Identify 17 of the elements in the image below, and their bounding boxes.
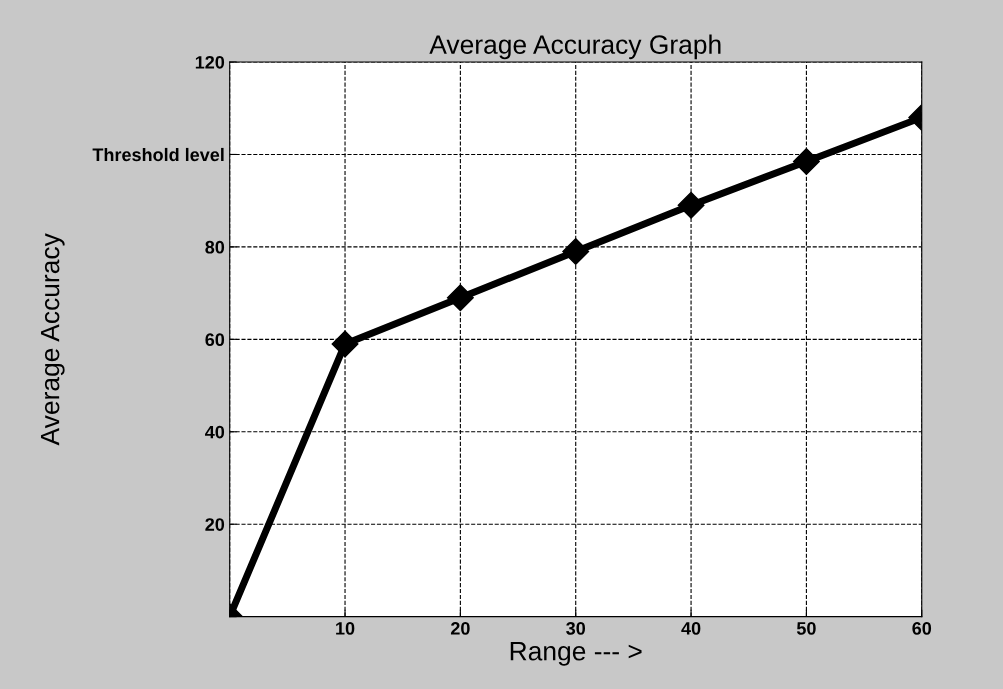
x-tick-label: 10: [336, 621, 355, 635]
y-tick-label: 20: [205, 518, 225, 531]
y-tick-label: 80: [205, 240, 225, 254]
x-tick-label: 40: [681, 621, 701, 635]
chart-title: Average Accuracy Graph: [429, 34, 721, 60]
y-tick-label: Threshold level: [92, 147, 224, 162]
y-tick-label: 60: [205, 333, 225, 347]
x-tick-label: 20: [450, 621, 470, 635]
x-tick-label: 50: [796, 621, 816, 635]
x-tick-label: 30: [566, 621, 586, 635]
y-axis-title: Average Accuracy: [40, 233, 65, 446]
point: [677, 191, 705, 219]
y-tick-label: 40: [205, 425, 225, 439]
x-axis-title: Range --- >: [510, 642, 642, 666]
point: [562, 238, 590, 265]
x-tick-label: 60: [912, 621, 932, 635]
y-tick-label: 120: [195, 55, 225, 69]
